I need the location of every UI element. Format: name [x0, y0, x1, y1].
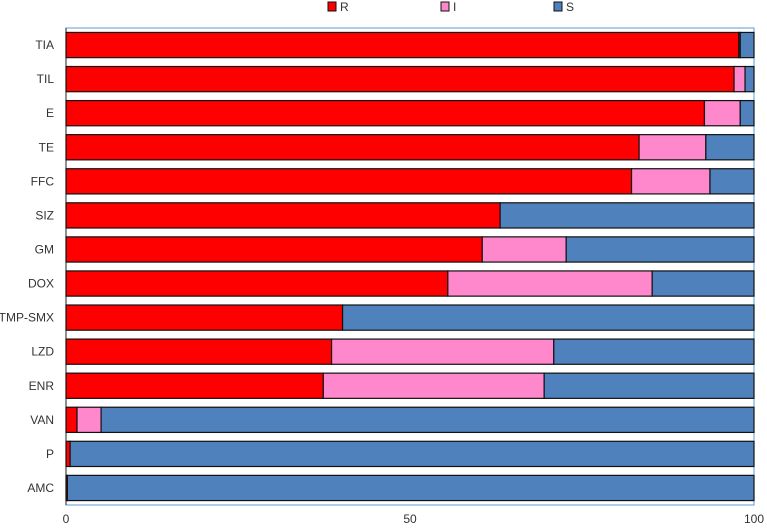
- category-label-P: P: [46, 447, 54, 461]
- bar-ENR-S: [543, 372, 755, 399]
- legend-swatch-S: [553, 1, 563, 12]
- category-labels: TIA TIL E TE FFC SIZ GM DOX TMP-SMX LZD ENR VAN P AMC: [0, 38, 54, 495]
- bar-VAN-S: [100, 406, 755, 434]
- legend-label-I: I: [453, 0, 456, 14]
- category-label-SIZ: SIZ: [35, 208, 54, 222]
- bar-P-R: [65, 440, 71, 468]
- category-label-LZD: LZD: [31, 345, 54, 359]
- bar-SIZ-S: [499, 202, 755, 229]
- bar-GM-R: [65, 236, 483, 263]
- legend-swatch-I: [440, 1, 450, 12]
- category-label-TIA: TIA: [35, 38, 54, 52]
- bar-SIZ-R: [65, 202, 501, 229]
- bar-TIL-I: [733, 65, 746, 93]
- bar-LZD-R: [65, 338, 333, 365]
- bar-P-S: [69, 440, 755, 468]
- bar-LZD-S: [553, 338, 755, 365]
- bar-TIL-S: [744, 65, 755, 93]
- category-label-FFC: FFC: [31, 174, 55, 188]
- x-tick-label-100: 100: [744, 512, 764, 526]
- category-label-TIL: TIL: [37, 72, 55, 86]
- bar-TMP-SMX-R: [65, 304, 344, 331]
- category-label-VAN: VAN: [30, 413, 54, 427]
- category-label-AMC: AMC: [27, 481, 54, 495]
- x-tick-label-50: 50: [403, 512, 417, 526]
- x-tick-label-0: 0: [63, 512, 70, 526]
- legend-label-R: R: [340, 0, 349, 14]
- bar-TIL-R: [65, 65, 735, 93]
- bar-ENR-I: [322, 372, 545, 399]
- bar-TE-S: [705, 134, 755, 161]
- bar-TIA-R: [65, 31, 740, 59]
- bars-group: [65, 31, 755, 502]
- legend-swatch-R: [327, 1, 337, 12]
- bar-FFC-R: [65, 168, 633, 195]
- bar-TIA-S: [739, 31, 755, 59]
- bar-AMC-S: [66, 474, 755, 502]
- bar-TE-R: [65, 134, 640, 161]
- bar-FFC-I: [630, 168, 711, 195]
- bar-ENR-R: [65, 372, 324, 399]
- bar-DOX-S: [651, 270, 755, 297]
- bar-VAN-R: [65, 406, 78, 434]
- category-label-TE: TE: [39, 140, 54, 154]
- bar-E-I: [703, 99, 741, 127]
- category-label-ENR: ENR: [29, 379, 55, 393]
- bar-LZD-I: [330, 338, 555, 365]
- bar-TE-I: [638, 134, 707, 161]
- bar-FFC-S: [709, 168, 755, 195]
- bar-GM-I: [481, 236, 567, 263]
- bar-DOX-R: [65, 270, 449, 297]
- x-tick-labels: 0 50 100: [63, 512, 765, 526]
- bar-GM-S: [565, 236, 755, 263]
- plot-area-border: [65, 27, 755, 506]
- bar-E-R: [65, 99, 706, 127]
- bar-E-S: [739, 99, 755, 127]
- category-label-E: E: [46, 106, 54, 120]
- bar-TMP-SMX-S: [341, 304, 755, 331]
- bar-VAN-I: [76, 406, 102, 434]
- category-label-TMP-SMX: TMP-SMX: [0, 311, 54, 325]
- bar-DOX-I: [447, 270, 653, 297]
- category-label-DOX: DOX: [28, 277, 54, 291]
- legend-label-S: S: [566, 0, 574, 14]
- category-label-GM: GM: [35, 242, 54, 256]
